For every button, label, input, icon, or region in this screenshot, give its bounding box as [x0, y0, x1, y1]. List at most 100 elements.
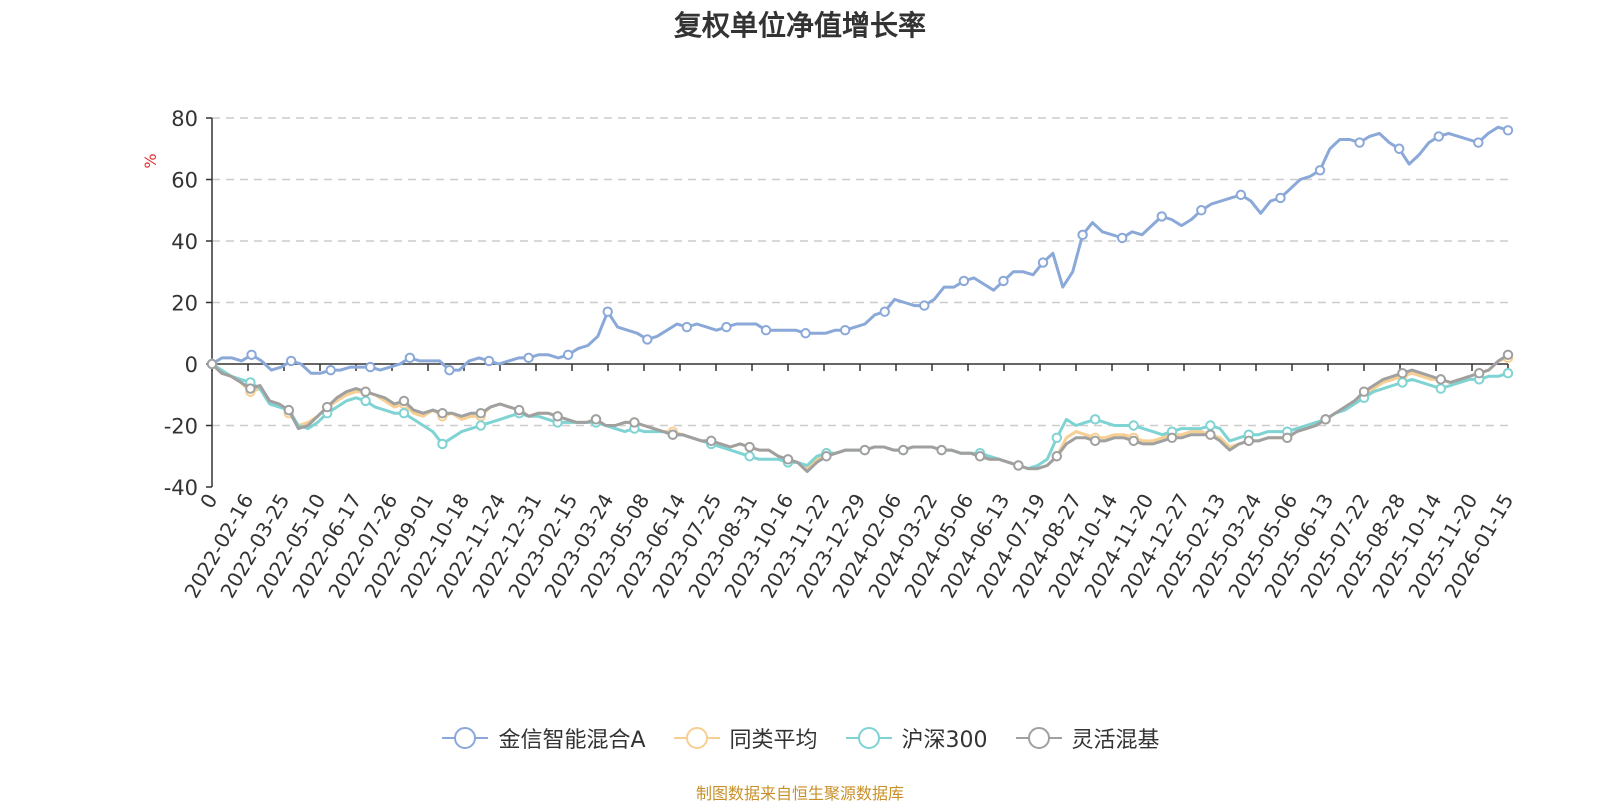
legend-label: 金信智能混合A	[498, 728, 646, 753]
series-line-1	[210, 125, 1510, 375]
series-point	[562, 349, 574, 360]
series-point	[365, 361, 376, 373]
series-point	[475, 408, 486, 419]
legend-label: 沪深300	[901, 728, 988, 753]
series-point	[602, 306, 613, 317]
series-point	[974, 451, 986, 462]
series-point	[1275, 192, 1286, 204]
series-point	[1090, 435, 1101, 447]
series-point	[879, 306, 890, 317]
series-point	[667, 429, 678, 440]
series-point	[800, 328, 811, 339]
series-point	[1502, 125, 1514, 136]
series-point	[1435, 383, 1447, 394]
series-point	[360, 386, 371, 397]
data-source-note: 制图数据来自恒生聚源数据库	[695, 784, 904, 803]
series-point	[936, 444, 947, 456]
series-point	[475, 420, 486, 431]
series-point	[1397, 377, 1408, 388]
legend-marker-circle	[454, 727, 477, 749]
legend-marker-circle	[1027, 727, 1050, 749]
series-point	[1013, 460, 1024, 471]
y-tick-label: -40	[164, 476, 198, 500]
series-point	[283, 404, 294, 416]
series-point	[1037, 257, 1049, 268]
series-point	[1156, 211, 1167, 222]
series-point	[398, 395, 410, 407]
series-point	[1090, 414, 1101, 425]
series-point	[919, 300, 930, 311]
series-point	[483, 355, 495, 367]
chart-title: 复权单位净值增长率	[673, 9, 926, 42]
series-point	[444, 364, 455, 376]
series-point	[398, 408, 410, 419]
legend-marker-circle	[857, 727, 880, 749]
legend-label: 同类平均	[729, 728, 818, 753]
series-point	[1435, 374, 1447, 385]
y-tick-label: 40	[171, 230, 198, 254]
series-point	[821, 451, 832, 462]
series-point	[1320, 414, 1331, 425]
legend-item[interactable]: 金信智能混合A	[440, 722, 646, 754]
series-point	[514, 404, 525, 416]
legend-item[interactable]: 同类平均	[672, 722, 818, 754]
legend-marker-icon	[845, 727, 892, 749]
x-tick-label: 0	[195, 490, 222, 513]
series-point	[1128, 420, 1139, 431]
series-point	[360, 395, 371, 407]
series-point	[1397, 368, 1408, 379]
series-point	[590, 414, 602, 425]
series-point	[325, 364, 336, 376]
series-point	[642, 334, 653, 345]
series-point	[1128, 435, 1139, 447]
series-point	[721, 321, 732, 333]
series-point	[245, 383, 256, 394]
legend-item[interactable]: 沪深300	[844, 722, 988, 754]
legend-item[interactable]: 灵活混基	[1014, 722, 1160, 754]
series-point	[958, 275, 970, 287]
y-axis-label: %	[141, 153, 160, 168]
series-point	[1282, 432, 1293, 443]
series-point	[1116, 232, 1128, 244]
series-point	[1473, 137, 1484, 148]
series-point	[1166, 432, 1178, 443]
series-layer	[206, 125, 1514, 474]
series-point	[706, 435, 717, 447]
series-point	[523, 352, 534, 364]
series-point	[285, 355, 297, 367]
series-point	[437, 408, 448, 419]
legend-marker-icon	[673, 727, 720, 749]
series-point	[839, 324, 851, 336]
series-point	[1205, 420, 1216, 431]
grid-layer	[212, 117, 1508, 427]
series-point	[1502, 349, 1514, 360]
series-point	[1354, 137, 1365, 148]
series-point	[629, 417, 640, 428]
series-point	[404, 352, 416, 364]
series-point	[681, 321, 693, 333]
series-point	[1205, 429, 1216, 440]
series-point	[782, 454, 794, 465]
series-point	[206, 358, 218, 370]
series-point	[1243, 435, 1255, 447]
y-tick-label: 60	[171, 169, 198, 193]
y-tick-label: 20	[171, 292, 198, 316]
legend-label: 灵活混基	[1071, 728, 1160, 753]
series-point	[1077, 229, 1088, 241]
legend-marker-circle	[685, 727, 708, 749]
y-tick-label: 0	[185, 353, 198, 377]
series-point	[744, 451, 755, 462]
series-point	[1502, 368, 1514, 379]
y-tick-label: -20	[164, 415, 198, 439]
y-tick-label: 80	[171, 107, 198, 131]
series-point	[744, 441, 755, 453]
series-point	[859, 444, 870, 456]
legend-marker-icon	[442, 727, 489, 749]
series-point	[1358, 386, 1370, 397]
legend-marker-icon	[1015, 727, 1062, 749]
axis-layer: 806040200-20-40%02022-02-162022-03-25202…	[141, 107, 1518, 602]
series-point	[1051, 432, 1063, 443]
series-point	[1051, 451, 1063, 462]
series-point	[246, 349, 257, 360]
